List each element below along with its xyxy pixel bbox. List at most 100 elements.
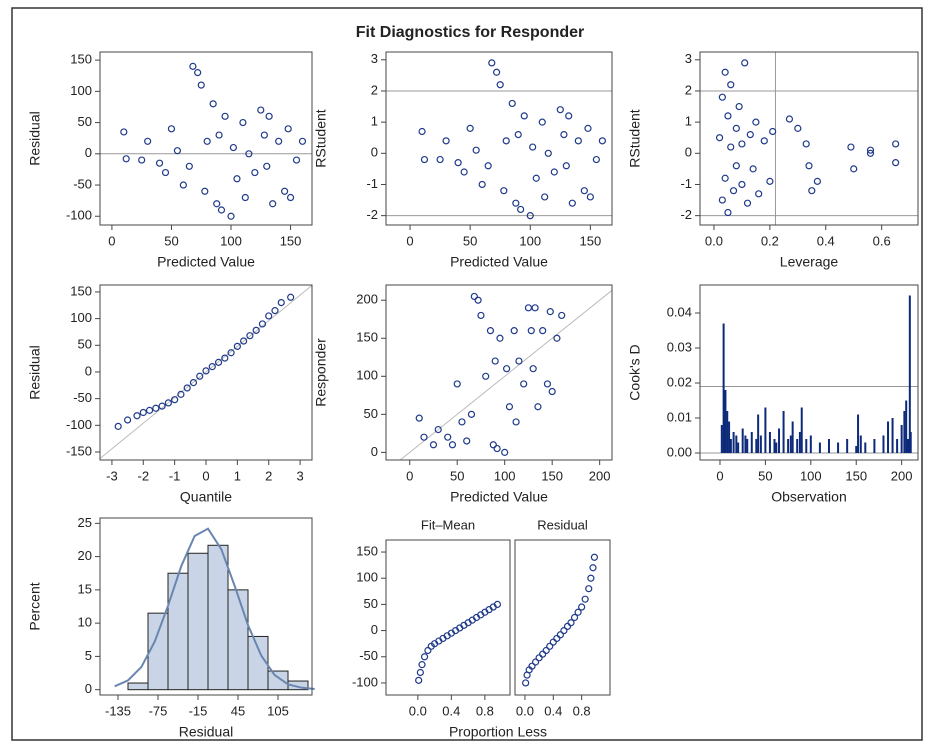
point <box>215 131 223 139</box>
point <box>429 441 438 449</box>
point <box>251 168 259 177</box>
point <box>526 212 534 220</box>
point <box>568 199 576 207</box>
x-tick-label: 0.0 <box>409 703 427 718</box>
point <box>727 143 735 151</box>
x-tick-label: 0 <box>202 468 209 483</box>
point <box>189 379 198 387</box>
x-tick-label: 50 <box>450 468 464 483</box>
point <box>553 634 561 643</box>
point <box>482 372 490 380</box>
x-tick-label: 200 <box>891 468 913 483</box>
point <box>560 626 568 635</box>
point <box>510 327 518 335</box>
point <box>122 155 130 163</box>
point <box>214 358 223 366</box>
y-tick-label: -1 <box>680 176 692 191</box>
point <box>144 137 152 145</box>
point <box>760 137 768 145</box>
point <box>735 102 743 111</box>
x-tick-label: 0 <box>406 468 413 483</box>
histogram-bar <box>207 544 229 691</box>
y-axis-label: Cook's D <box>627 344 643 400</box>
x-tick-label: 3 <box>296 468 303 483</box>
point <box>505 403 514 411</box>
point <box>460 168 468 176</box>
point <box>496 81 504 89</box>
point <box>221 354 229 362</box>
x-tick-label: -3 <box>106 468 118 483</box>
x-tick-label: 50 <box>758 468 772 483</box>
y-tick-label: -100 <box>352 674 378 689</box>
point <box>458 418 466 426</box>
y-tick-label: -50 <box>73 176 92 191</box>
point <box>532 174 540 182</box>
point <box>493 600 502 609</box>
point <box>486 327 495 335</box>
point <box>133 412 141 420</box>
point <box>727 81 735 89</box>
density-curve <box>114 527 315 691</box>
y-tick-label: 0 <box>371 444 378 459</box>
point <box>284 125 292 133</box>
y-axis-label: Residual <box>27 111 43 165</box>
x-tick-label: 50 <box>463 233 477 248</box>
y-tick-label: 25 <box>78 515 92 530</box>
point <box>286 193 295 202</box>
point <box>467 410 476 418</box>
x-axis-label: Predicted Value <box>450 254 548 270</box>
point <box>534 403 542 411</box>
point <box>189 62 197 70</box>
x-axis-label: Proportion Less <box>449 724 547 740</box>
point <box>531 304 539 312</box>
point <box>556 106 564 114</box>
point <box>158 402 166 410</box>
point <box>265 112 273 120</box>
x-tick-label: 50 <box>164 233 178 248</box>
y-tick-label: 3 <box>685 51 692 66</box>
y-tick-label: 0.02 <box>667 374 692 389</box>
x-tick-label: 0.6 <box>873 233 891 248</box>
point <box>802 140 810 148</box>
y-tick-label: 10 <box>78 615 92 630</box>
y-tick-label: 0 <box>85 363 92 378</box>
y-axis-label: RStudent <box>627 109 643 167</box>
x-tick-label: 0 <box>716 468 723 483</box>
x-axis-label: Predicted Value <box>157 254 255 270</box>
point <box>794 124 802 132</box>
histogram-bar <box>167 572 189 691</box>
point <box>738 180 746 189</box>
point <box>574 608 582 616</box>
x-tick-label: 100 <box>220 233 242 248</box>
point <box>227 212 235 220</box>
point <box>562 162 570 170</box>
y-tick-label: 50 <box>78 114 92 129</box>
x-tick-label: -15 <box>189 703 208 718</box>
point <box>527 327 535 335</box>
panel-title: Fit Diagnostics for Responder <box>356 24 584 41</box>
point <box>415 676 423 684</box>
point <box>539 327 547 335</box>
point <box>598 137 606 145</box>
y-tick-label: -50 <box>73 390 92 405</box>
point <box>245 150 253 158</box>
y-tick-label: -50 <box>359 648 378 663</box>
point <box>415 414 423 422</box>
point <box>732 124 740 132</box>
histogram-bar <box>267 670 289 691</box>
point <box>484 162 492 170</box>
y-tick-label: 3 <box>371 51 378 66</box>
y-tick-label: 0 <box>371 145 378 160</box>
y-tick-label: 2 <box>685 82 692 97</box>
x-tick-label: 1 <box>234 468 241 483</box>
point <box>586 193 594 201</box>
point <box>239 118 247 127</box>
x-tick-label: -75 <box>149 703 168 718</box>
point <box>167 125 176 133</box>
x-tick-label: 105 <box>267 703 289 718</box>
point <box>246 332 254 340</box>
point <box>258 320 267 328</box>
point <box>298 137 307 145</box>
y-tick-label: -100 <box>66 208 92 223</box>
point <box>123 416 132 424</box>
